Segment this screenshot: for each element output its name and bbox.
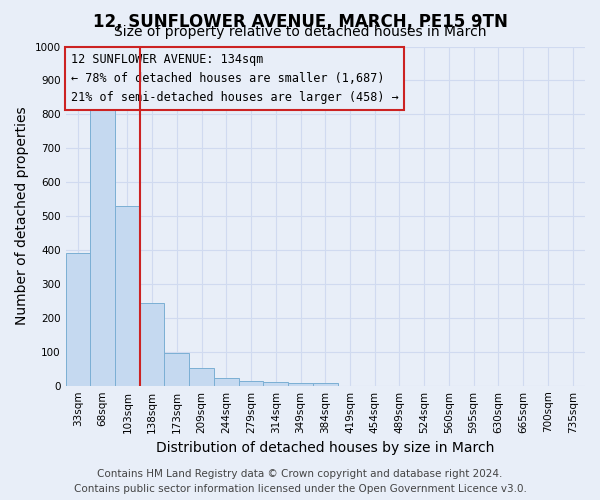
Bar (65, 254, 90, 386)
Bar (140, 302, 164, 386)
Bar (90, 104, 115, 386)
Bar (214, 378, 239, 386)
Bar (313, 383, 338, 386)
Bar (164, 354, 189, 386)
Bar (288, 383, 313, 386)
Text: 12, SUNFLOWER AVENUE, MARCH, PE15 9TN: 12, SUNFLOWER AVENUE, MARCH, PE15 9TN (92, 12, 508, 30)
Bar (239, 380, 263, 386)
Text: Contains HM Land Registry data © Crown copyright and database right 2024.
Contai: Contains HM Land Registry data © Crown c… (74, 469, 526, 494)
Y-axis label: Number of detached properties: Number of detached properties (15, 107, 29, 326)
Bar (115, 206, 140, 386)
Text: 12 SUNFLOWER AVENUE: 134sqm
← 78% of detached houses are smaller (1,687)
21% of : 12 SUNFLOWER AVENUE: 134sqm ← 78% of det… (71, 54, 398, 104)
X-axis label: Distribution of detached houses by size in March: Distribution of detached houses by size … (156, 441, 494, 455)
Text: Size of property relative to detached houses in March: Size of property relative to detached ho… (114, 25, 486, 39)
Bar (189, 368, 214, 386)
Bar (263, 382, 288, 386)
